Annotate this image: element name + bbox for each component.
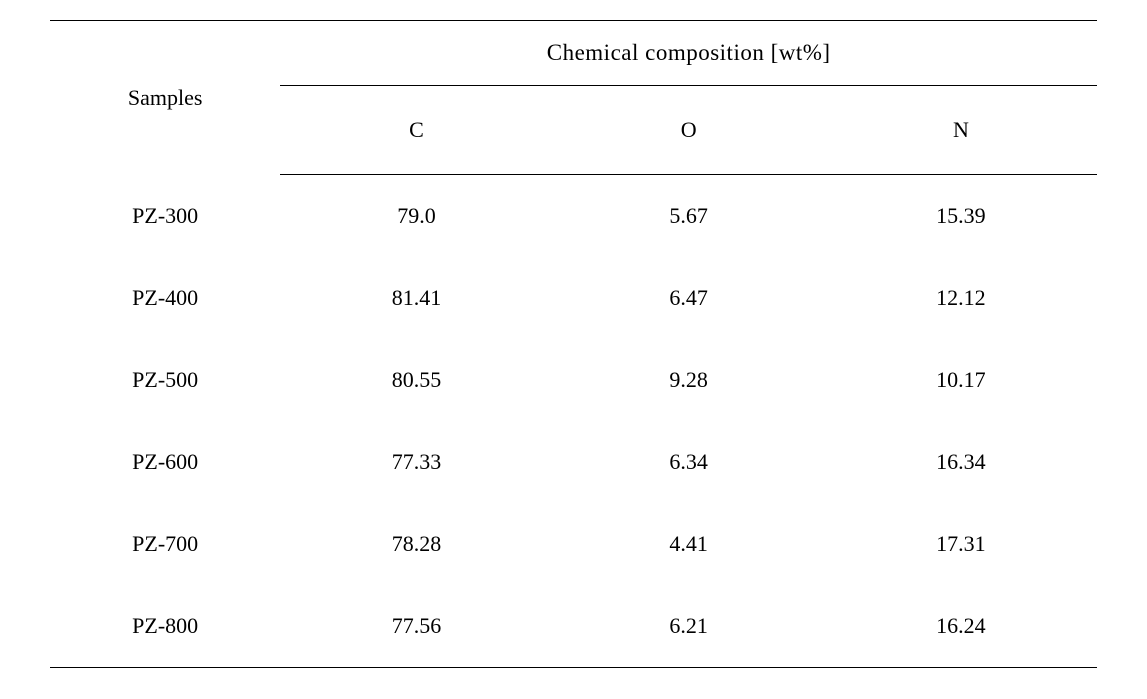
cell-n: 15.39 (825, 175, 1097, 258)
cell-sample: PZ-400 (50, 257, 280, 339)
column-header-c: C (280, 86, 552, 175)
table-row: PZ-700 78.28 4.41 17.31 (50, 503, 1097, 585)
cell-n: 16.34 (825, 421, 1097, 503)
cell-c: 78.28 (280, 503, 552, 585)
column-header-samples: Samples (50, 21, 280, 175)
cell-o: 6.47 (553, 257, 825, 339)
cell-n: 17.31 (825, 503, 1097, 585)
table-row: PZ-800 77.56 6.21 16.24 (50, 585, 1097, 668)
column-header-o: O (553, 86, 825, 175)
cell-o: 5.67 (553, 175, 825, 258)
table-row: PZ-400 81.41 6.47 12.12 (50, 257, 1097, 339)
cell-n: 16.24 (825, 585, 1097, 668)
table-row: PZ-600 77.33 6.34 16.34 (50, 421, 1097, 503)
cell-o: 9.28 (553, 339, 825, 421)
cell-n: 12.12 (825, 257, 1097, 339)
composition-table: Samples Chemical composition [wt%] C O N… (50, 20, 1097, 668)
column-header-n: N (825, 86, 1097, 175)
cell-o: 4.41 (553, 503, 825, 585)
cell-n: 10.17 (825, 339, 1097, 421)
cell-sample: PZ-300 (50, 175, 280, 258)
column-group-header-composition: Chemical composition [wt%] (280, 21, 1097, 86)
cell-c: 77.33 (280, 421, 552, 503)
cell-o: 6.21 (553, 585, 825, 668)
cell-c: 79.0 (280, 175, 552, 258)
cell-sample: PZ-500 (50, 339, 280, 421)
cell-sample: PZ-800 (50, 585, 280, 668)
cell-sample: PZ-700 (50, 503, 280, 585)
cell-sample: PZ-600 (50, 421, 280, 503)
table-container: Samples Chemical composition [wt%] C O N… (0, 0, 1147, 699)
cell-c: 77.56 (280, 585, 552, 668)
cell-o: 6.34 (553, 421, 825, 503)
cell-c: 80.55 (280, 339, 552, 421)
cell-c: 81.41 (280, 257, 552, 339)
table-row: PZ-300 79.0 5.67 15.39 (50, 175, 1097, 258)
table-row: PZ-500 80.55 9.28 10.17 (50, 339, 1097, 421)
